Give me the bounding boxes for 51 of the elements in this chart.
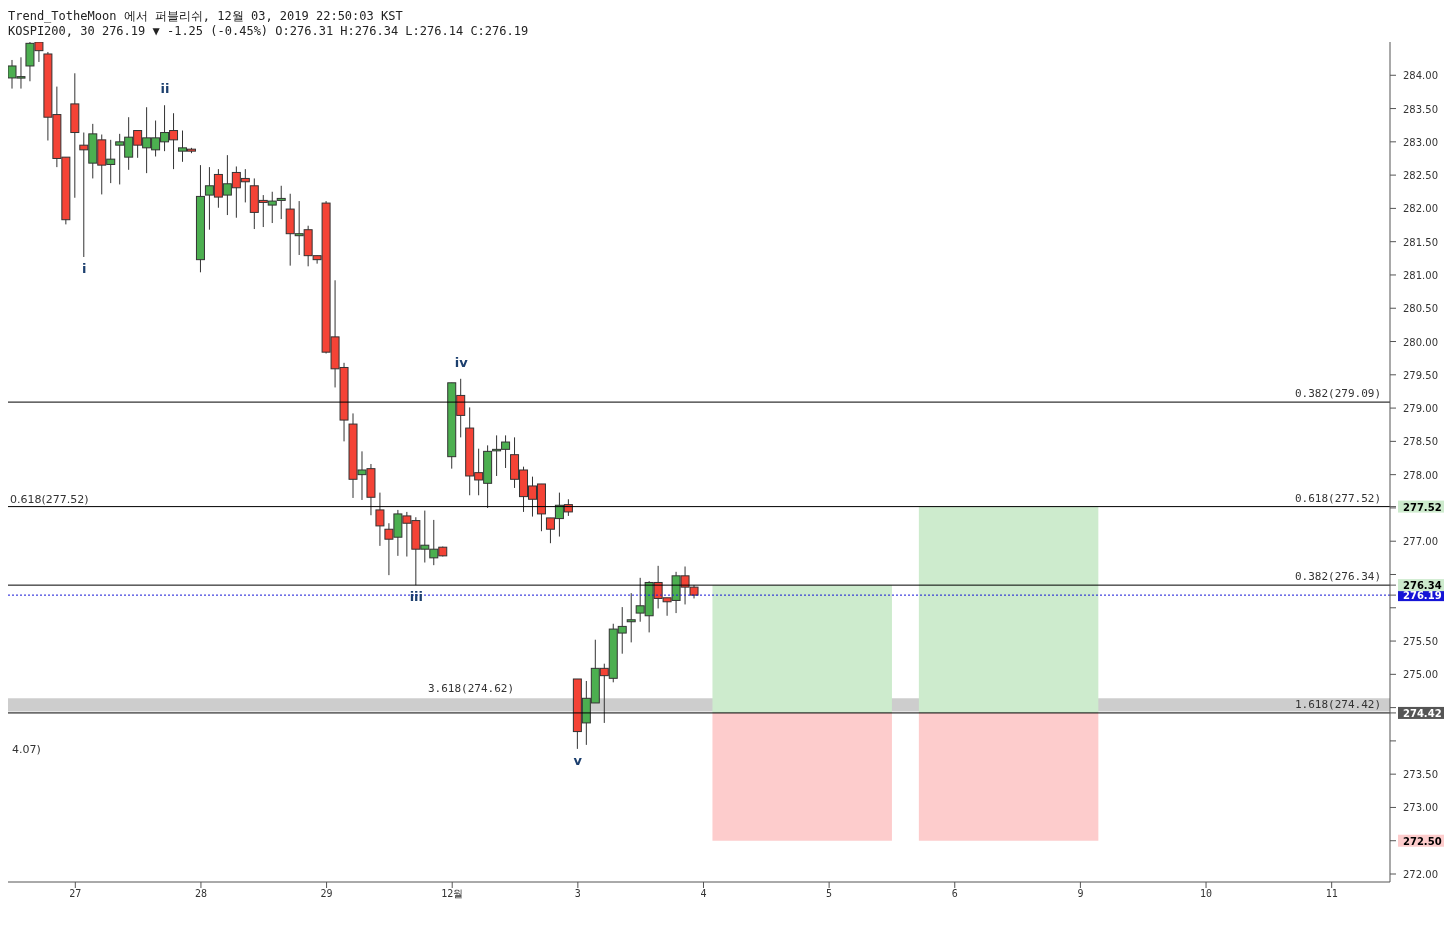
x-tick-label: 3 (574, 888, 581, 900)
y-tick-label: 280.50 (1403, 303, 1438, 315)
y-tick-label: 282.50 (1403, 170, 1438, 182)
y-tick-label: 275.50 (1403, 636, 1438, 648)
candlestick (375, 492, 385, 547)
annotation: i (82, 260, 87, 276)
y-tick-label: 273.50 (1403, 769, 1438, 781)
ref-line-label: 0.382(279.09) (1294, 387, 1381, 401)
y-tick-label: 283.00 (1403, 136, 1438, 148)
x-tick-label: 28 (194, 888, 207, 900)
chart-title: Trend_TotheMoon 에서 퍼블리쉬, 12월 03, 2019 22:50:03 KST (8, 8, 404, 24)
x-tick-label: 10 (1200, 888, 1213, 900)
y-tick-label: 278.50 (1403, 436, 1438, 448)
annotation: iv (454, 354, 469, 370)
y-tick-label: 280.00 (1403, 336, 1438, 348)
y-tick-label: 279.50 (1403, 369, 1438, 381)
annotation: 4.07) (12, 743, 41, 757)
y-tick-label: 283.50 (1403, 103, 1438, 115)
ref-line-label: 1.618(274.42) (1294, 697, 1381, 711)
annotation: v (573, 752, 583, 768)
y-tick-label: 272.00 (1403, 869, 1438, 881)
x-tick-label: 27 (69, 888, 82, 900)
ref-line-label: 0.618(277.52) (1294, 491, 1381, 505)
y-tick-label: 281.50 (1403, 236, 1438, 248)
y-tick-label: 282.00 (1403, 203, 1438, 215)
y-tick-label: 276.19 (1403, 590, 1442, 602)
x-tick-label: 11 (1325, 888, 1338, 900)
ref-line-label: 0.382(276.34) (1294, 570, 1381, 584)
candlestick (626, 592, 636, 643)
x-tick-label: 4 (700, 888, 707, 900)
band-label: 3.618(274.62) (428, 682, 515, 696)
y-tick-label: 284.00 (1403, 70, 1438, 82)
x-tick-label: 5 (826, 888, 833, 900)
chart-subtitle: KOSPI200, 30 276.19 ▼ -1.25 (-0.45%) O:276.31 H:276.34 L:276.14 C:276.19 (8, 24, 530, 40)
annotation: iii (409, 589, 424, 605)
y-tick-label: 275.00 (1403, 669, 1438, 681)
y-tick-label: 274.42 (1403, 707, 1442, 719)
y-tick-label: 273.00 (1403, 802, 1438, 814)
x-tick-label: 9 (1077, 888, 1084, 900)
y-tick-label: 277.52 (1403, 501, 1442, 513)
y-tick-label: 279.00 (1403, 403, 1438, 415)
y-tick-label: 281.00 (1403, 269, 1438, 281)
annotation: 0.618(277.52) (10, 492, 89, 506)
y-tick-label: 277.00 (1403, 536, 1438, 548)
x-tick-label: 12월 (441, 888, 464, 900)
annotation: ii (160, 81, 170, 97)
x-tick-label: 29 (320, 888, 333, 900)
x-tick-label: 6 (951, 888, 958, 900)
y-tick-label: 278.00 (1403, 469, 1438, 481)
y-tick-label: 276.34 (1403, 580, 1442, 592)
y-tick-label: 272.50 (1403, 835, 1442, 847)
